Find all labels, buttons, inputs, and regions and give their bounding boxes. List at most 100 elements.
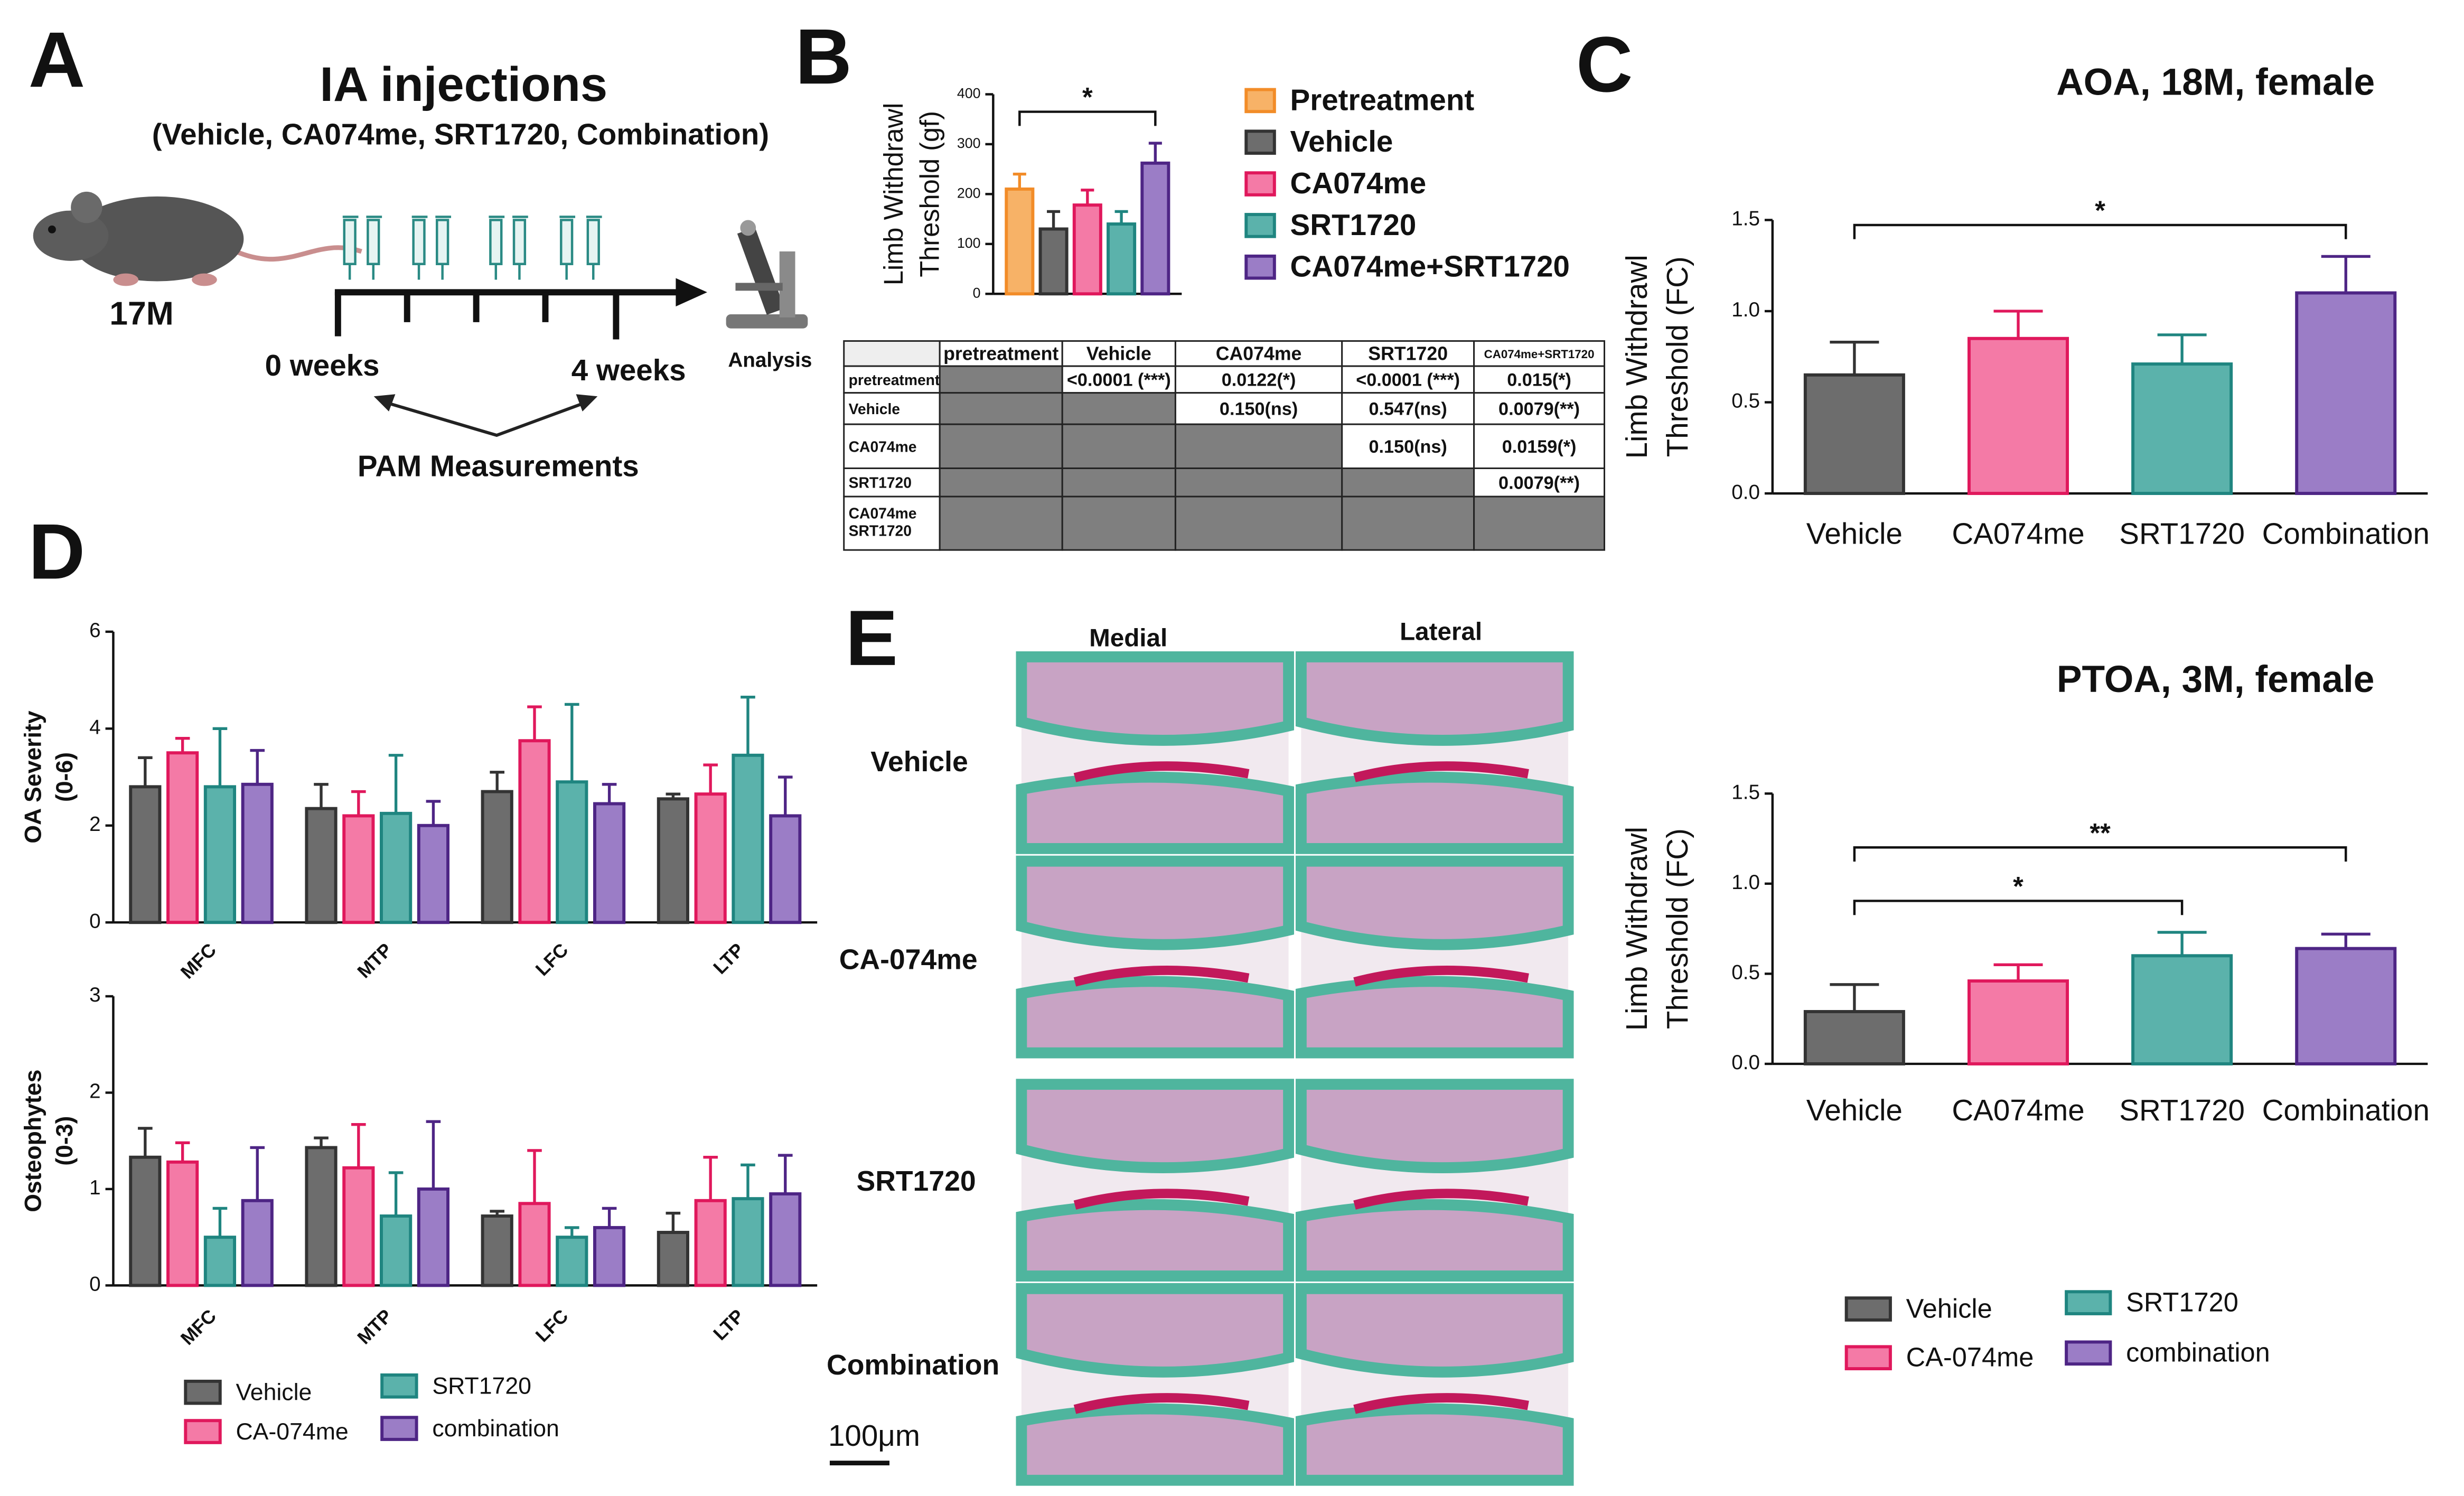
y-tick-label: 6	[89, 619, 101, 642]
error-bar	[564, 703, 579, 782]
histology-bone	[1016, 1403, 1295, 1486]
table-cell	[939, 365, 1063, 394]
table-cell-text: 0.0122(*)	[1222, 370, 1296, 390]
bar	[481, 790, 513, 924]
panel-title: IA injections	[320, 57, 607, 111]
table-header-cell	[1341, 340, 1475, 367]
x-tick-label: MTP	[353, 1305, 397, 1349]
y-tick-label: 0	[89, 910, 101, 932]
error-bar	[175, 1141, 190, 1162]
histology-bone	[1016, 976, 1295, 1059]
error-bar	[1148, 142, 1162, 163]
error-bar	[602, 1207, 617, 1228]
y-tick-label: 2	[89, 813, 101, 836]
table-header-cell	[1473, 340, 1606, 367]
age-label: 17M	[109, 295, 174, 332]
bar	[380, 1214, 413, 1287]
cartilage-band	[1073, 1189, 1250, 1210]
cartilage-band	[1073, 761, 1250, 782]
legend-label: CA074me	[1290, 166, 1427, 200]
histology-bone	[1016, 1283, 1295, 1378]
bar	[593, 802, 626, 924]
significance-bracket	[1853, 900, 2184, 915]
table-cell	[1341, 392, 1475, 425]
bar	[2131, 362, 2233, 495]
error-bar	[602, 783, 617, 804]
histology-bone	[1295, 651, 1574, 746]
significance-label: **	[2090, 818, 2111, 848]
table-cell-text: 0.0079(**)	[1498, 473, 1580, 493]
bar	[1005, 187, 1035, 296]
x-tick-label: CA074me	[1952, 1093, 2084, 1127]
y-tick-label: 1.5	[1731, 208, 1760, 230]
error-bar	[741, 1163, 755, 1199]
histology-bone	[1295, 976, 1574, 1059]
table-cell-text: 0.0159(*)	[1502, 437, 1577, 457]
legend-label: CA-074me	[236, 1419, 348, 1445]
bar	[1038, 227, 1069, 296]
timeline	[334, 278, 707, 340]
y-tick-label: 300	[957, 135, 981, 151]
error-bar	[138, 756, 153, 787]
cartilage-band	[1073, 965, 1250, 987]
y-tick-label: 400	[957, 86, 981, 101]
legend-swatch	[2065, 1340, 2112, 1366]
error-bar	[426, 1120, 441, 1189]
y-tick-label: 4	[89, 716, 101, 739]
y-axis-label: Limb Withdrawl	[1620, 255, 1653, 459]
legend-swatch	[380, 1416, 418, 1441]
error-bar	[2157, 931, 2207, 956]
bar	[1140, 161, 1170, 296]
y-tick-label: 200	[957, 185, 981, 201]
start-label: 0 weeks	[265, 349, 380, 382]
histology-bone	[1295, 1403, 1574, 1486]
error-bar	[703, 763, 718, 794]
cartilage-band	[1353, 761, 1529, 782]
cartilage-band	[1353, 965, 1529, 987]
error-bar	[250, 1146, 265, 1201]
chart-title: AOA, 18M, female	[2056, 61, 2375, 103]
bar	[1967, 979, 2069, 1065]
table-cell	[1061, 467, 1176, 498]
bar	[342, 1166, 375, 1287]
bar	[2295, 947, 2397, 1065]
bar	[241, 1199, 274, 1287]
histology-bone	[1016, 855, 1295, 950]
y-axis-label: (0-3)	[52, 1116, 78, 1166]
x-tick-label: SRT1720	[2119, 517, 2245, 550]
x-tick-label: CA074me	[1952, 517, 2084, 550]
y-tick-label: 0.5	[1731, 390, 1760, 413]
bar	[203, 1236, 237, 1287]
y-axis-label: OA Severity	[20, 710, 46, 843]
y-axis-label: Osteophytes	[20, 1070, 46, 1212]
table-cell	[1061, 495, 1176, 551]
significance-bracket	[1018, 110, 1157, 126]
mouse-icon	[33, 191, 362, 286]
y-tick-label: 100	[957, 235, 981, 251]
bar	[769, 1192, 802, 1287]
legend-swatch	[1844, 1345, 1892, 1371]
significance-bracket	[1853, 846, 2347, 862]
bar	[556, 780, 588, 924]
table-cell-text: <0.0001 (***)	[1067, 370, 1171, 390]
error-bar	[388, 754, 404, 814]
table-cell	[939, 495, 1063, 551]
y-tick-label: 3	[89, 984, 101, 1006]
bar	[166, 1160, 199, 1287]
x-tick-label: Vehicle	[1806, 1093, 1903, 1127]
bar	[1967, 336, 2069, 495]
bar	[417, 1187, 450, 1287]
table-cell-text: 0.150(ns)	[1369, 437, 1447, 457]
row-label: Vehicle	[870, 746, 968, 778]
histology-bone	[1295, 1199, 1574, 1282]
histology-bone	[1295, 1079, 1574, 1173]
bar	[203, 785, 237, 924]
histology-bone	[1295, 771, 1574, 854]
table-header: pretreatment	[943, 343, 1058, 364]
error-bar	[666, 792, 681, 799]
error-bar	[351, 1123, 366, 1168]
bar	[481, 1214, 513, 1287]
panel-letter: A	[29, 15, 85, 104]
legend-swatch	[380, 1373, 418, 1399]
